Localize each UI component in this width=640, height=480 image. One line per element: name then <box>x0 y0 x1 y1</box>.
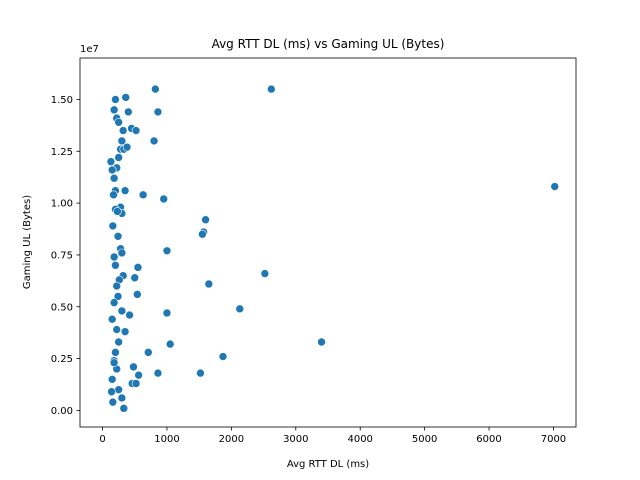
data-point <box>117 136 127 146</box>
data-point <box>107 314 117 324</box>
x-tick-label: 7000 <box>541 434 566 445</box>
x-tick-label: 6000 <box>476 434 501 445</box>
y-tick-label: 1.50 <box>51 95 73 106</box>
data-point <box>120 186 130 195</box>
data-point <box>111 348 120 357</box>
y-offset-label: 1e7 <box>80 44 99 55</box>
data-point <box>121 93 131 102</box>
data-point <box>124 107 133 117</box>
data-point <box>108 397 118 407</box>
data-point <box>131 126 141 135</box>
data-point <box>143 348 153 357</box>
data-point <box>109 105 119 115</box>
data-point <box>131 379 141 388</box>
data-point <box>125 310 134 320</box>
data-point <box>120 327 130 336</box>
data-point <box>109 298 119 307</box>
plot-frame <box>79 57 577 428</box>
x-axis-label: Avg RTT DL (ms) <box>287 459 369 470</box>
data-point <box>218 352 228 361</box>
data-point <box>106 157 116 166</box>
data-point <box>550 182 560 191</box>
data-point <box>113 207 122 216</box>
data-point <box>111 95 120 104</box>
data-point <box>109 358 119 368</box>
data-point <box>119 404 129 413</box>
data-point <box>162 308 172 318</box>
data-point <box>133 263 143 272</box>
data-point <box>107 387 116 397</box>
x-tick-label: 5000 <box>412 434 437 445</box>
data-point <box>113 292 123 301</box>
y-tick-label: 1.25 <box>51 147 73 158</box>
data-point <box>117 248 127 258</box>
data-point <box>111 261 120 270</box>
data-point <box>114 153 123 162</box>
data-point <box>153 107 163 117</box>
data-point <box>267 84 276 94</box>
data-point <box>122 142 132 152</box>
data-point <box>108 221 118 231</box>
data-point <box>113 231 123 241</box>
data-point <box>117 393 127 403</box>
x-axis: 0 1000 2000 3000 4000 5000 6000 7000 <box>99 427 566 445</box>
data-point <box>114 385 123 394</box>
x-tick-label: 2000 <box>219 434 244 445</box>
data-point <box>112 325 122 334</box>
y-tick-label: 0.25 <box>51 354 73 365</box>
data-point <box>165 339 175 349</box>
data-point <box>117 306 127 316</box>
data-point <box>130 273 140 283</box>
data-point <box>196 368 205 378</box>
data-point <box>107 375 117 384</box>
data-point <box>235 304 245 314</box>
data-point <box>109 173 119 183</box>
x-tick-label: 3000 <box>283 434 308 445</box>
data-point <box>114 337 123 347</box>
data-point <box>112 281 122 291</box>
data-point <box>198 229 207 239</box>
y-tick-label: 0.00 <box>51 406 73 417</box>
data-point <box>151 84 160 94</box>
y-tick-label: 1.00 <box>51 199 73 210</box>
chart-title: Avg RTT DL (ms) vs Gaming UL (Bytes) <box>212 37 445 51</box>
data-point <box>129 362 138 372</box>
y-tick-label: 0.50 <box>51 302 73 313</box>
scatter-points <box>106 84 560 413</box>
data-point <box>162 246 172 256</box>
data-point <box>114 117 123 127</box>
y-axis-label: Gaming UL (Bytes) <box>22 195 33 289</box>
data-point <box>107 165 117 175</box>
data-point <box>317 337 326 347</box>
data-point <box>109 252 119 262</box>
data-point <box>201 215 210 224</box>
data-point <box>204 279 214 289</box>
x-tick-label: 1000 <box>154 434 179 445</box>
data-point <box>260 269 270 278</box>
y-axis: 0.00 0.25 0.50 0.75 1.00 1.25 1.50 <box>51 95 80 417</box>
data-point <box>118 126 128 135</box>
data-point <box>159 194 169 204</box>
x-tick-label: 4000 <box>347 434 372 445</box>
data-point <box>149 136 159 146</box>
data-point <box>109 190 118 200</box>
y-tick-label: 0.75 <box>51 250 73 261</box>
data-point <box>133 290 142 299</box>
x-tick-label: 0 <box>99 434 105 445</box>
data-point <box>134 370 143 380</box>
data-point <box>153 368 163 378</box>
data-point <box>138 190 148 200</box>
